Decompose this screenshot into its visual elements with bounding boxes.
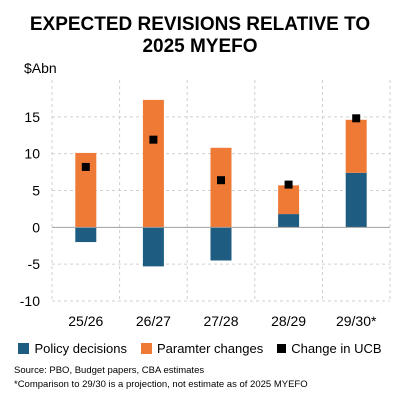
bar-parameter [345, 119, 367, 173]
x-tick-label: 28/29 [271, 313, 306, 329]
legend-label-parameter: Paramter changes [156, 341, 264, 356]
legend-label-policy: Policy decisions [34, 341, 127, 356]
x-tick-label: 26/27 [136, 313, 171, 329]
bar-policy [75, 227, 97, 243]
source-note: Source: PBO, Budget papers, CBA estimate… [14, 365, 205, 376]
ucb-marker [217, 176, 225, 185]
x-tick-label: 25/26 [68, 313, 103, 329]
y-axis-unit: $Abn [24, 60, 57, 76]
x-tick-label: 29/30* [336, 313, 377, 329]
x-tick-labels: 25/26 26/27 27/28 28/29 29/30* [68, 313, 377, 329]
y-tick-labels: -10 -5 0 5 10 15 [20, 109, 40, 309]
gridlines [51, 80, 391, 302]
ucb-marker [352, 114, 361, 123]
bar-policy [345, 172, 367, 228]
y-tick-label: 10 [24, 146, 40, 162]
y-tick-label: -5 [28, 256, 41, 272]
ucb-marker [81, 162, 90, 171]
x-tick-label: 27/28 [203, 313, 238, 329]
bar-parameter [142, 99, 164, 228]
y-tick-label: 0 [32, 219, 40, 235]
legend-item-ucb: Change in UCB [277, 341, 382, 356]
legend-label-ucb: Change in UCB [291, 341, 382, 356]
ucb-markers [81, 114, 361, 189]
chart-title: EXPECTED REVISIONS RELATIVE TO [29, 14, 371, 35]
y-tick-label: 15 [24, 109, 40, 125]
footnote: *Comparison to 29/30 is a projection, no… [14, 379, 308, 390]
y-tick-label: -10 [20, 293, 40, 309]
ucb-marker [149, 135, 158, 144]
bar-policy [210, 227, 232, 261]
y-tick-label: 5 [32, 183, 40, 199]
legend-swatch-policy [18, 343, 30, 354]
ucb-marker [284, 180, 293, 189]
legend-swatch-ucb [277, 344, 287, 353]
bar-policy [142, 227, 164, 267]
legend-item-parameter: Paramter changes [140, 341, 264, 356]
bar-parameter [278, 185, 300, 215]
legend-swatch-parameter [140, 343, 152, 354]
bar-policy [278, 214, 300, 228]
bar-parameter [210, 147, 232, 228]
chart-title-line2: 2025 MYEFO [142, 36, 258, 57]
legend: Policy decisions Paramter changes Change… [0, 341, 400, 356]
bars [75, 99, 367, 267]
bar-parameter [75, 152, 97, 228]
legend-item-policy: Policy decisions [18, 341, 127, 356]
